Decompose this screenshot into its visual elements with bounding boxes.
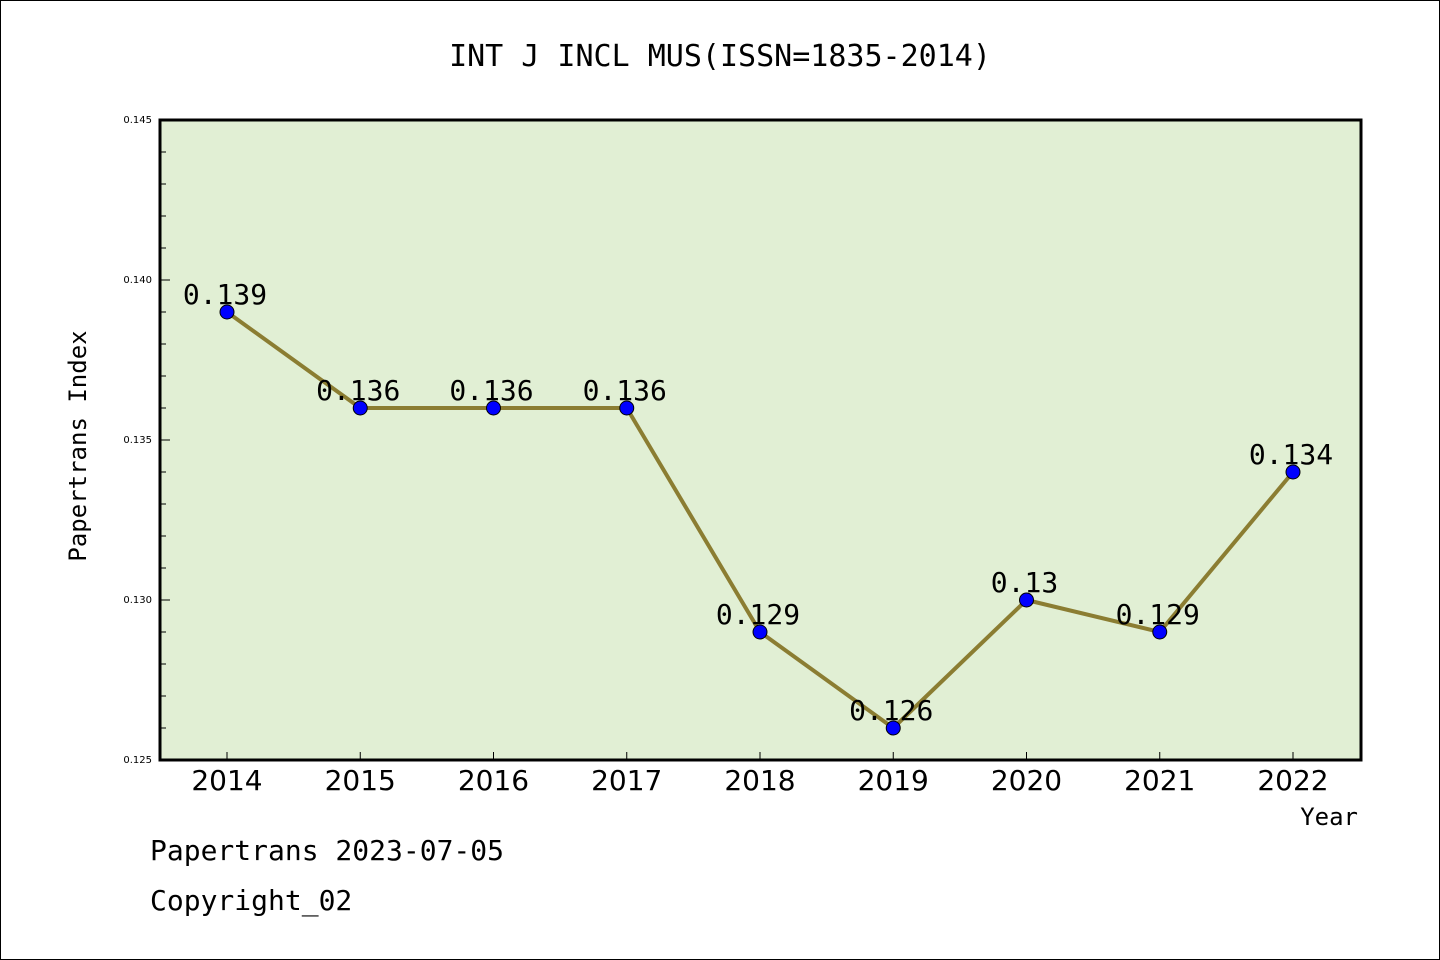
data-label: 0.129 — [1116, 598, 1200, 631]
x-tick-label: 2020 — [991, 764, 1062, 797]
y-tick-label: 0.135 — [123, 435, 152, 446]
y-tick-label: 0.145 — [123, 115, 152, 126]
x-tick-label: 2022 — [1257, 764, 1328, 797]
data-point — [486, 400, 501, 416]
chart-title: INT J INCL MUS(ISSN=1835-2014) — [449, 39, 991, 74]
data-point — [1152, 624, 1168, 640]
data-point — [752, 624, 768, 640]
x-tick-label: 2018 — [724, 764, 795, 797]
y-tick-label: 0.130 — [123, 595, 152, 606]
data-label: 0.136 — [316, 374, 400, 407]
y-axis-label: Papertrans Index — [64, 330, 92, 561]
source-date-text: Papertrans 2023-07-05 — [150, 834, 505, 867]
data-point — [1285, 464, 1301, 480]
data-label: 0.126 — [849, 694, 933, 727]
data-point — [219, 304, 235, 320]
data-point — [1019, 592, 1034, 608]
data-label: 0.129 — [716, 598, 800, 631]
y-tick-label: 0.140 — [123, 275, 152, 286]
data-label: 0.139 — [183, 278, 267, 311]
y-axis: 0.125 0.130 0.135 0.140 0.145 — [123, 115, 170, 766]
data-point — [352, 400, 368, 416]
data-label: 0.13 — [991, 566, 1058, 599]
plot-area — [158, 118, 1363, 762]
data-point — [885, 720, 901, 736]
x-tick-label: 2015 — [325, 764, 396, 797]
y-tick-label: 0.125 — [123, 755, 152, 766]
x-tick-label: 2014 — [191, 764, 262, 797]
data-label: 0.134 — [1249, 438, 1333, 471]
x-axis-label: Year — [1300, 803, 1358, 831]
data-label: 0.136 — [449, 374, 533, 407]
data-point — [619, 400, 635, 416]
x-tick-label: 2016 — [458, 764, 529, 797]
x-tick-label: 2019 — [858, 764, 929, 797]
series-group: 0.139 0.136 0.136 0.136 0.129 0.126 0.13 0.129 0… — [183, 278, 1333, 736]
x-tick-label: 2017 — [591, 764, 662, 797]
copyright-text: Copyright_02 — [150, 884, 353, 917]
data-label: 0.136 — [583, 374, 667, 407]
x-axis: 2014 2015 2016 2017 2018 2019 2020 2021 2022 — [191, 752, 1329, 797]
x-tick-label: 2021 — [1124, 764, 1195, 797]
